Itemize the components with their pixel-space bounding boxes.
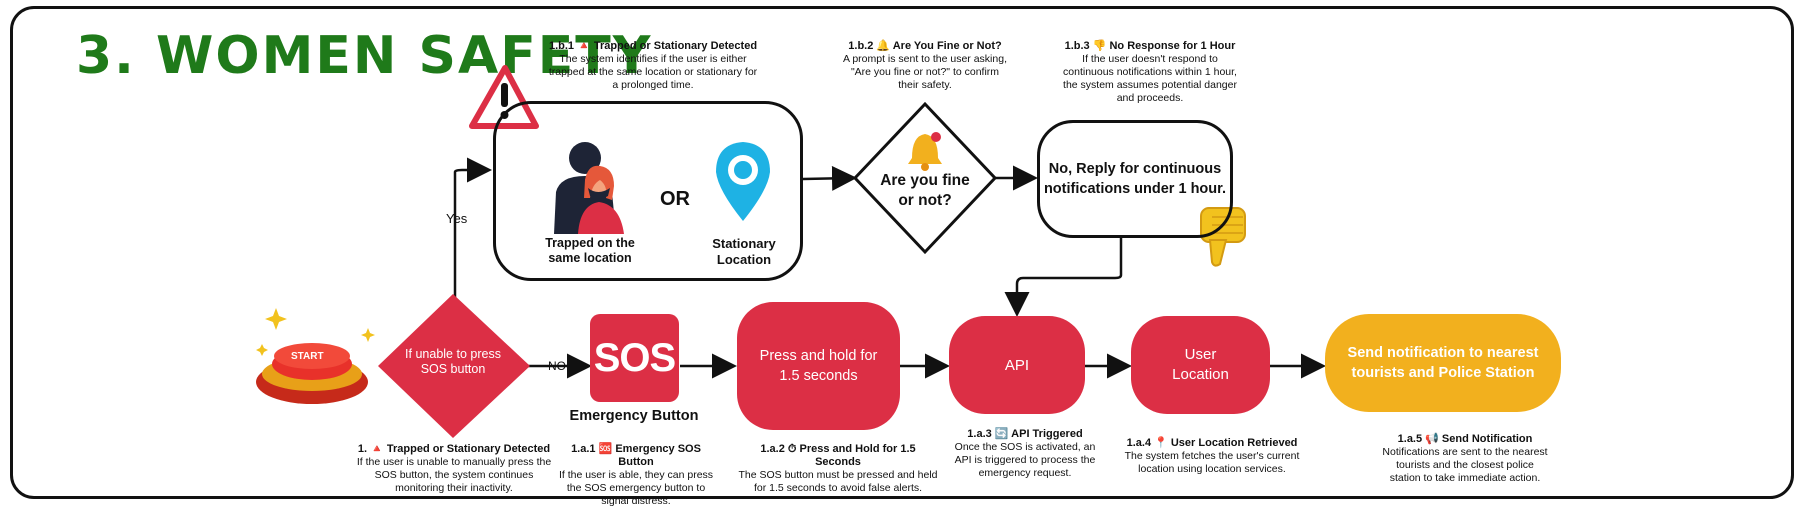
page-title: 3. WOMEN SAFETY — [76, 26, 653, 86]
press-hold-box: Press and hold for 1.5 seconds — [737, 302, 900, 430]
decision-fine-diamond — [852, 101, 998, 255]
note-1a3: 1.a.3 🔄 API Triggered Once the SOS is act… — [954, 428, 1096, 479]
location-pin-icon — [716, 142, 770, 221]
note-1a1: 1.a.1 🆘 Emergency SOS Button If the user … — [558, 443, 714, 507]
api-box: API — [949, 316, 1085, 414]
no-reply-box: No, Reply for continuous notifications u… — [1037, 120, 1233, 238]
start-label[interactable]: START — [291, 351, 324, 362]
send-notification-box: Send notification to nearest tourists an… — [1325, 314, 1561, 412]
note-1a4: 1.a.4 📍 User Location Retrieved The syste… — [1124, 437, 1300, 475]
note-1b2: 1.b.2 🔔 Are You Fine or Not? A prompt is … — [842, 40, 1007, 91]
edge-frame-question — [802, 165, 857, 191]
no-reply-text: No, Reply for continuous notifications u… — [1043, 161, 1227, 197]
edge-yes — [453, 157, 492, 298]
bell-icon — [908, 132, 942, 171]
fine-question: Are you fine or not? — [880, 172, 970, 209]
no-label: NO — [548, 359, 566, 373]
trapped-label: Trapped on the same location — [545, 236, 635, 265]
api-text: API — [1004, 356, 1030, 374]
note-1: 1. 🔺 Trapped or Stationary Detected If th… — [356, 443, 552, 494]
edge-noreply-api — [1004, 238, 1123, 317]
note-1a5: 1.a.5 📢 Send Notification Notifications a… — [1382, 433, 1548, 484]
note-1a2: 1.a.2 ⏱ Press and Hold for 1.5 Seconds Th… — [738, 443, 938, 494]
start-button-icon — [256, 343, 368, 404]
sos-logo-text: SOS — [593, 335, 676, 380]
note-1b3: 1.b.3 👎 No Response for 1 Hour If the use… — [1063, 40, 1237, 104]
press-hold-text: Press and hold for 1.5 seconds — [759, 348, 878, 384]
user-location-box: User Location — [1131, 316, 1270, 414]
decision-unable-diamond — [378, 294, 530, 438]
note-1b1: 1.b.1 🔺 Trapped or Stationary Detected Th… — [548, 40, 758, 91]
sparkle-icon — [256, 308, 375, 356]
person-trapped-icon — [554, 142, 624, 234]
detection-frame — [493, 101, 803, 281]
stationary-label: Stationary Location — [712, 236, 776, 267]
user-location-text: User Location — [1172, 346, 1229, 383]
send-notification-text: Send notification to nearest tourists an… — [1347, 345, 1539, 381]
diagram-frame — [10, 6, 1794, 499]
sos-button[interactable]: SOS — [590, 314, 679, 402]
yes-label: Yes — [446, 211, 468, 226]
unable-sos-text: If unable to press SOS button — [405, 347, 501, 376]
sos-label: Emergency Button — [569, 408, 699, 424]
or-label: OR — [660, 188, 690, 210]
